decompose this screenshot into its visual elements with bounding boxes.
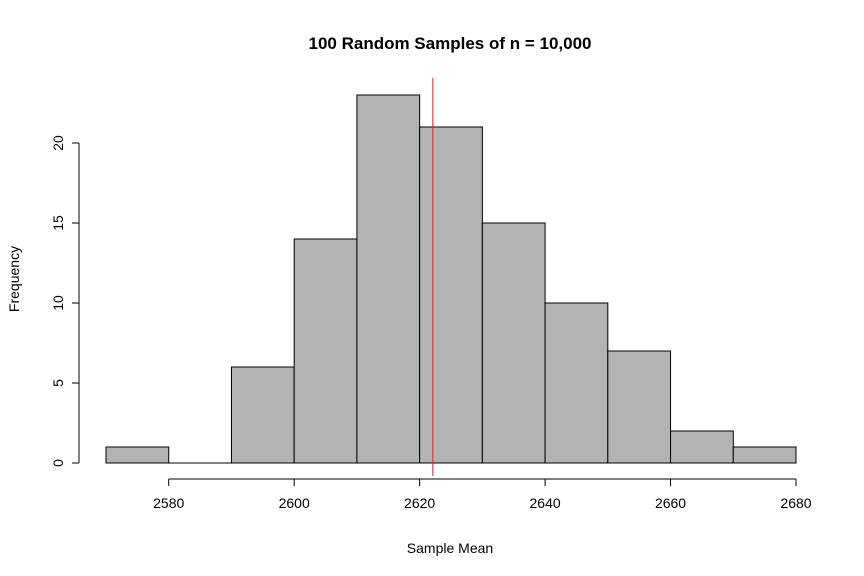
x-tick-label-4: 2660: [655, 495, 686, 511]
x-tick-label-0: 2580: [153, 495, 184, 511]
histogram-bar-3: [293, 238, 358, 464]
histogram-bar-7: [544, 302, 609, 464]
y-tick-label-1: 5: [50, 379, 66, 387]
histogram-bar-8: [607, 350, 672, 464]
y-tick-label-3: 15: [50, 215, 66, 231]
y-tick-label-2: 10: [50, 295, 66, 311]
histogram-bar-9: [670, 430, 734, 464]
y-tick-label-0: 0: [50, 459, 66, 467]
bars-group: [105, 94, 797, 464]
histogram-bar-0: [105, 446, 170, 464]
histogram-bar-5: [419, 126, 483, 464]
histogram-bar-4: [356, 94, 421, 464]
x-tick-label-1: 2600: [279, 495, 310, 511]
x-tick-label-3: 2640: [530, 495, 561, 511]
x-axis: 2580 2600 2620 2640 2660 2680: [153, 478, 812, 511]
x-axis-label: Sample Mean: [407, 540, 493, 556]
x-tick-label-2: 2620: [404, 495, 435, 511]
y-axis-label: Frequency: [6, 246, 22, 312]
y-axis: 0 5 10 15 20: [50, 135, 80, 467]
x-tick-label-5: 2680: [780, 495, 811, 511]
chart-title: 100 Random Samples of n = 10,000: [309, 34, 592, 53]
y-tick-label-4: 20: [50, 135, 66, 151]
histogram-bar-10: [732, 446, 797, 464]
histogram-bar-6: [481, 222, 546, 464]
histogram-bar-2: [230, 366, 295, 464]
